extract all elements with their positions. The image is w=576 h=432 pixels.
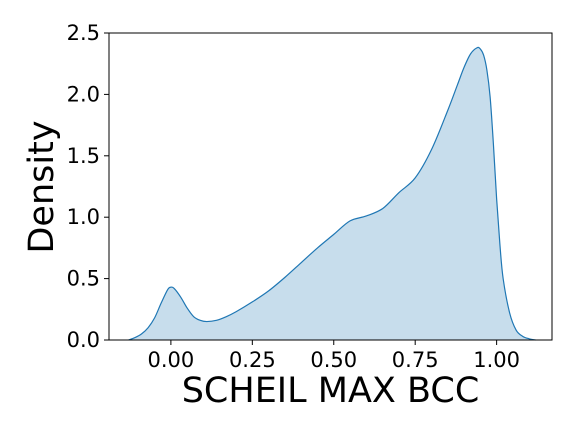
x-axis-label: SCHEIL MAX BCC	[182, 371, 480, 411]
density-area-0	[128, 47, 536, 340]
y-tick-label: 1.0	[67, 205, 100, 229]
plot-frame	[108, 32, 553, 341]
y-tick-label: 2.5	[67, 21, 100, 45]
y-tick-label: 1.5	[67, 144, 100, 168]
y-tick-label: 2.0	[67, 82, 100, 106]
x-tick-label: 0.25	[229, 348, 276, 372]
y-tick-label: 0.5	[67, 267, 100, 291]
x-tick-label: 0.75	[392, 348, 439, 372]
y-tick-label: 0.0	[67, 328, 100, 352]
y-axis-label: Density	[22, 120, 62, 253]
density-line-0	[128, 46, 536, 341]
x-tick-label: 1.00	[473, 348, 520, 372]
x-tick-label: 0.50	[310, 348, 357, 372]
x-tick-label: 0.00	[148, 348, 195, 372]
